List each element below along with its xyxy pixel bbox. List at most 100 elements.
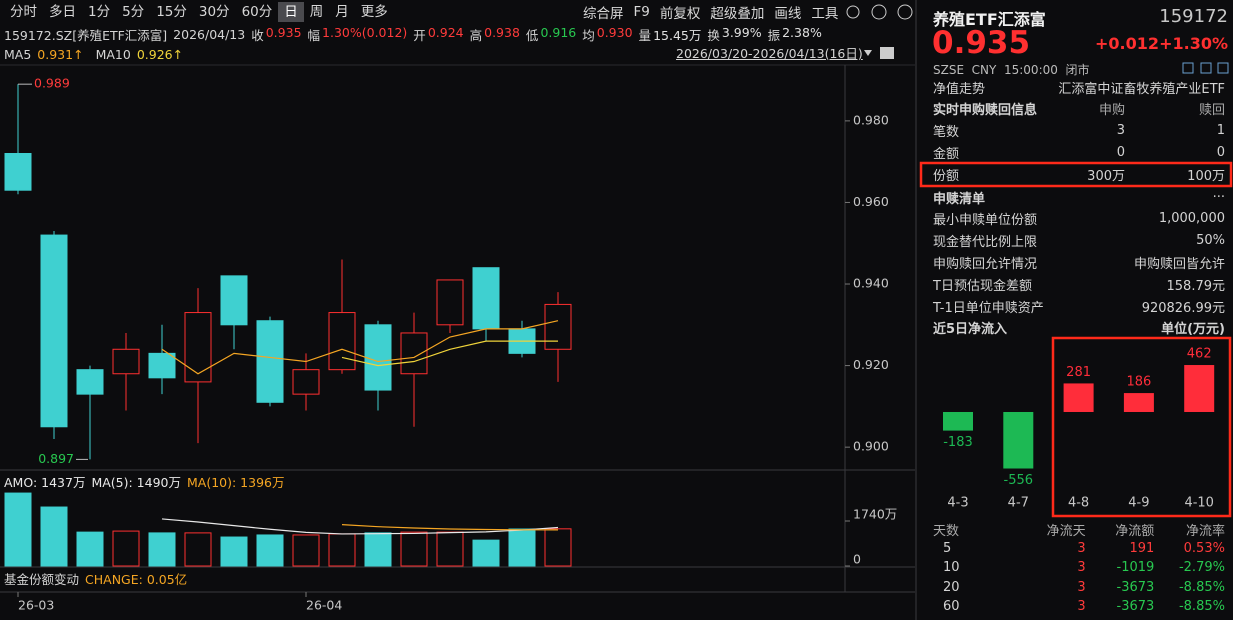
list-row: T日预估现金差额 158.79元: [933, 273, 1225, 295]
field-label: 均: [582, 27, 595, 43]
export-icon[interactable]: [880, 47, 894, 59]
cell: 3: [1077, 540, 1086, 556]
tool-button[interactable]: 超级叠加: [710, 6, 765, 22]
cell: 申赎清单: [933, 191, 986, 207]
date: 2026/04/13: [173, 26, 246, 42]
period-tab[interactable]: 30分: [198, 4, 230, 20]
period-tab[interactable]: 1分: [88, 4, 111, 20]
volume-bar: [148, 532, 176, 567]
ma-line: [341, 340, 558, 367]
volume-ma-line: [341, 524, 559, 531]
list-row: 现金替代比例上限 50%: [933, 229, 1225, 251]
info-bar: 159172.SZ[养殖ETF汇添富] 2026/04/13 收 0.935 幅 1.30…: [4, 24, 822, 44]
field-value: 0.935: [265, 24, 302, 40]
field-label: 开: [413, 27, 426, 43]
tool-icon[interactable]: [1217, 62, 1229, 74]
candle-body: [400, 332, 428, 375]
field-label: 换: [707, 27, 720, 43]
field-value: 15.45万: [653, 27, 702, 43]
period-tab[interactable]: 多日: [49, 4, 76, 20]
help-icon[interactable]: [871, 4, 887, 20]
x-tick-label: 26-03: [18, 598, 54, 613]
field-value: 2.38%: [782, 24, 822, 40]
highlight-box: [919, 161, 1233, 188]
period-tab[interactable]: 5分: [122, 4, 145, 20]
cell: 10: [943, 560, 960, 575]
inflow-category: 4-9: [1128, 496, 1149, 511]
cell: 191: [1129, 540, 1155, 556]
field-value: 0.938: [484, 24, 520, 40]
period-tab[interactable]: 周: [309, 4, 324, 20]
cell: 100万: [1187, 168, 1225, 184]
field-label: 低: [525, 27, 539, 43]
field-label: 量: [638, 27, 652, 43]
cell: 3: [1077, 579, 1086, 595]
period-tab[interactable]: 60分: [241, 4, 273, 20]
tool-button[interactable]: 画线: [774, 6, 802, 22]
volume-legend: AMO: 1437万 MA(5): 1490万 MA(10): 1396万: [4, 471, 285, 491]
volume-bar: [256, 534, 284, 567]
date-range[interactable]: 2026/03/20-2026/04/13(16日): [676, 46, 863, 61]
cell: 300万: [1087, 168, 1125, 184]
cell: 赎回: [1198, 102, 1225, 118]
stats-row: 20 3 -3673 -8.85%: [933, 576, 1225, 598]
list-row: T-1日单位申赎资产 920826.99元: [933, 295, 1225, 317]
cell: -3673: [1116, 599, 1155, 614]
ma-label: MA10: [95, 46, 131, 62]
volume-bar: [544, 528, 572, 567]
tool-button[interactable]: F9: [633, 4, 650, 20]
y-tick-label: 0.980: [853, 112, 889, 127]
volume-bar: [76, 531, 104, 567]
field: 量 15.45万: [639, 25, 702, 44]
inflow-label: 281: [1066, 365, 1091, 380]
cell: 净流率: [1185, 523, 1225, 539]
field-label: 收: [251, 27, 264, 43]
cell: 0: [1216, 144, 1225, 160]
cell: 60: [943, 599, 960, 614]
cell: 20: [943, 579, 960, 595]
cell: -8.85%: [1178, 599, 1225, 614]
period-tab[interactable]: 分时: [10, 4, 37, 20]
cell: -1019: [1116, 560, 1155, 575]
period-tab[interactable]: 更多: [360, 4, 388, 20]
stats-row: 5 3 191 0.53%: [933, 537, 1225, 559]
tool-icon[interactable]: [1200, 62, 1212, 74]
low-annotation: 0.897: [38, 451, 74, 466]
list-row: 最小申赎单位份额 1,000,000: [933, 207, 1225, 229]
cell: 单位(万元): [1161, 321, 1225, 337]
candle-body: [292, 369, 320, 395]
field-label: 振: [767, 27, 781, 43]
candle-body: [472, 267, 500, 330]
fund-code: 159172: [1159, 6, 1228, 27]
cell: 汇添富中证畜牧养殖产业ETF: [1058, 81, 1225, 97]
ma-value: 0.926↑: [136, 46, 184, 62]
period-tab[interactable]: 日: [278, 2, 304, 22]
period-tab[interactable]: 15分: [156, 4, 187, 20]
list-title: 申赎清单 ···: [933, 186, 1225, 208]
tool-button[interactable]: 综合屏: [583, 6, 624, 22]
volume-bar: [184, 532, 212, 567]
list-row: 申购赎回允许情况 申购赎回皆允许: [933, 251, 1225, 273]
candle-body: [76, 369, 104, 395]
inflow-bar: [1063, 383, 1094, 412]
tool-button[interactable]: 前复权: [659, 6, 701, 22]
field-value: 3.99%: [721, 24, 762, 40]
volume-bar: [436, 531, 464, 567]
tool-icon[interactable]: [1182, 62, 1194, 74]
period-tab[interactable]: 月: [335, 4, 349, 20]
field-label: 高: [469, 27, 483, 43]
realtime-row: 金额 0 0: [933, 141, 1225, 163]
fund-name: 养殖ETF汇添富: [933, 10, 1046, 29]
realtime-header: 实时申购赎回信息 申购 赎回: [933, 97, 1225, 119]
inflow-bar: [1123, 393, 1154, 412]
inflow-label: 462: [1187, 347, 1212, 362]
high-annotation: 0.989: [34, 76, 70, 91]
price: 0.935: [932, 25, 1031, 61]
ma-legend: MA5 0.931↑ MA10 0.926↑: [4, 44, 189, 64]
tool-button[interactable]: 工具: [811, 6, 839, 22]
collapse-icon[interactable]: [897, 4, 913, 20]
change-pct: +1.30%: [1159, 34, 1228, 53]
candle-body: [436, 279, 464, 326]
dropdown-icon[interactable]: [864, 50, 872, 56]
settings-icon[interactable]: [846, 5, 860, 19]
